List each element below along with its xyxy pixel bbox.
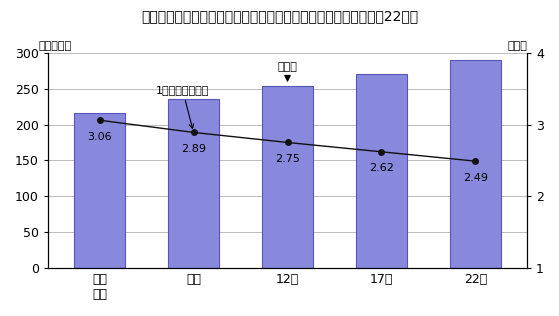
Bar [74,113,125,268]
Text: 2.75: 2.75 [275,154,300,164]
Text: （人）: （人） [507,40,527,51]
Text: 2.49: 2.49 [463,173,488,183]
Text: 2.89: 2.89 [181,144,206,154]
Bar [262,87,314,268]
Text: 3.06: 3.06 [87,132,112,142]
Text: 2.62: 2.62 [369,163,394,173]
Text: （万世帯）: （万世帯） [39,40,72,51]
Text: 一般世帯数及び一般世帯の１世帯当たり人員の推移（平成２年〜22年）: 一般世帯数及び一般世帯の１世帯当たり人員の推移（平成２年〜22年） [141,9,418,23]
Bar [168,100,219,268]
Text: 1世帯当たり人員: 1世帯当たり人員 [156,85,209,129]
Bar [449,60,501,268]
Text: 世帯数: 世帯数 [278,62,297,72]
Bar [356,74,408,268]
